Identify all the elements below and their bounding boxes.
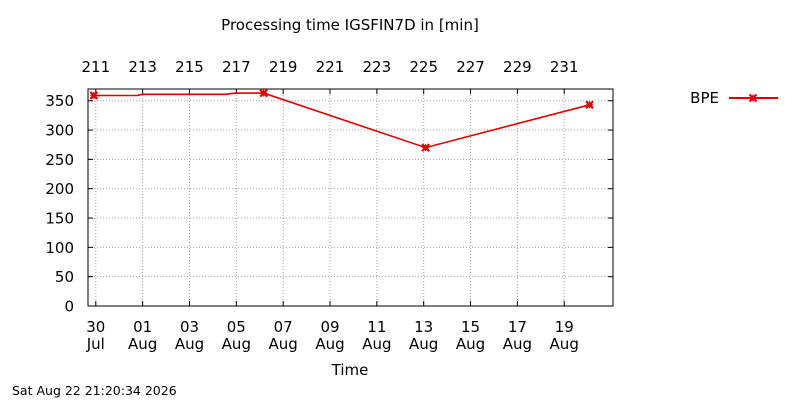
x-top-tick-label: 211	[81, 58, 110, 76]
data-point-bpe	[421, 143, 430, 152]
x-tick-label-month: Aug	[503, 335, 532, 353]
grid	[88, 89, 613, 307]
footer-timestamp: Sat Aug 22 21:20:34 2026	[12, 383, 177, 398]
x-tick-label-month: Aug	[175, 335, 204, 353]
axis-ticks: 05010015020025030035030Jul01Aug03Aug05Au…	[45, 58, 613, 353]
x-tick-label-month: Aug	[269, 335, 298, 353]
x-top-tick-label: 219	[269, 58, 298, 76]
x-tick-label-day: 07	[274, 318, 293, 336]
x-tick-label-day: 17	[508, 318, 527, 336]
x-top-tick-label: 231	[550, 58, 579, 76]
x-top-tick-label: 225	[409, 58, 438, 76]
x-tick-label-day: 11	[367, 318, 386, 336]
data-point-bpe	[585, 100, 594, 110]
x-tick-label-month: Aug	[362, 335, 391, 353]
x-tick-label-day: 05	[227, 318, 246, 336]
y-tick-label: 100	[45, 239, 74, 257]
x-tick-label-month: Aug	[456, 335, 485, 353]
y-tick-label: 200	[45, 180, 74, 198]
legend-marker-bpe	[748, 93, 758, 103]
series-layer	[89, 88, 594, 152]
y-tick-label: 150	[45, 210, 74, 228]
x-top-tick-label: 213	[128, 58, 157, 76]
y-tick-label: 50	[55, 268, 74, 286]
y-tick-label: 250	[45, 151, 74, 169]
x-top-tick-label: 215	[175, 58, 204, 76]
chart-title: Processing time IGSFIN7D in [min]	[221, 16, 479, 34]
y-tick-label: 350	[45, 92, 74, 110]
legend: BPE	[690, 89, 778, 107]
x-tick-label-month: Jul	[86, 335, 105, 353]
x-tick-label-day: 03	[180, 318, 199, 336]
x-top-tick-label: 229	[503, 58, 532, 76]
x-tick-label-day: 13	[414, 318, 433, 336]
legend-label-bpe: BPE	[690, 89, 719, 107]
x-tick-label-month: Aug	[409, 335, 438, 353]
x-top-tick-label: 221	[316, 58, 345, 76]
x-tick-label-day: 15	[461, 318, 480, 336]
x-tick-label-day: 09	[320, 318, 339, 336]
x-tick-label-day: 30	[86, 318, 105, 336]
y-tick-label: 300	[45, 122, 74, 140]
x-tick-label-month: Aug	[128, 335, 157, 353]
x-top-tick-label: 223	[363, 58, 392, 76]
x-tick-label-day: 19	[555, 318, 574, 336]
x-tick-label-day: 01	[133, 318, 152, 336]
data-point-bpe	[89, 91, 99, 100]
y-tick-label: 0	[64, 298, 74, 316]
data-point-bpe	[259, 88, 268, 98]
x-tick-label-month: Aug	[222, 335, 251, 353]
x-top-tick-label: 217	[222, 58, 251, 76]
x-axis-label: Time	[331, 361, 369, 379]
x-top-tick-label: 227	[456, 58, 485, 76]
plot-area	[87, 88, 614, 307]
series-line-bpe	[93, 92, 590, 149]
x-tick-label-month: Aug	[550, 335, 579, 353]
legend-marker-x-icon	[748, 93, 758, 103]
x-tick-label-month: Aug	[315, 335, 344, 353]
